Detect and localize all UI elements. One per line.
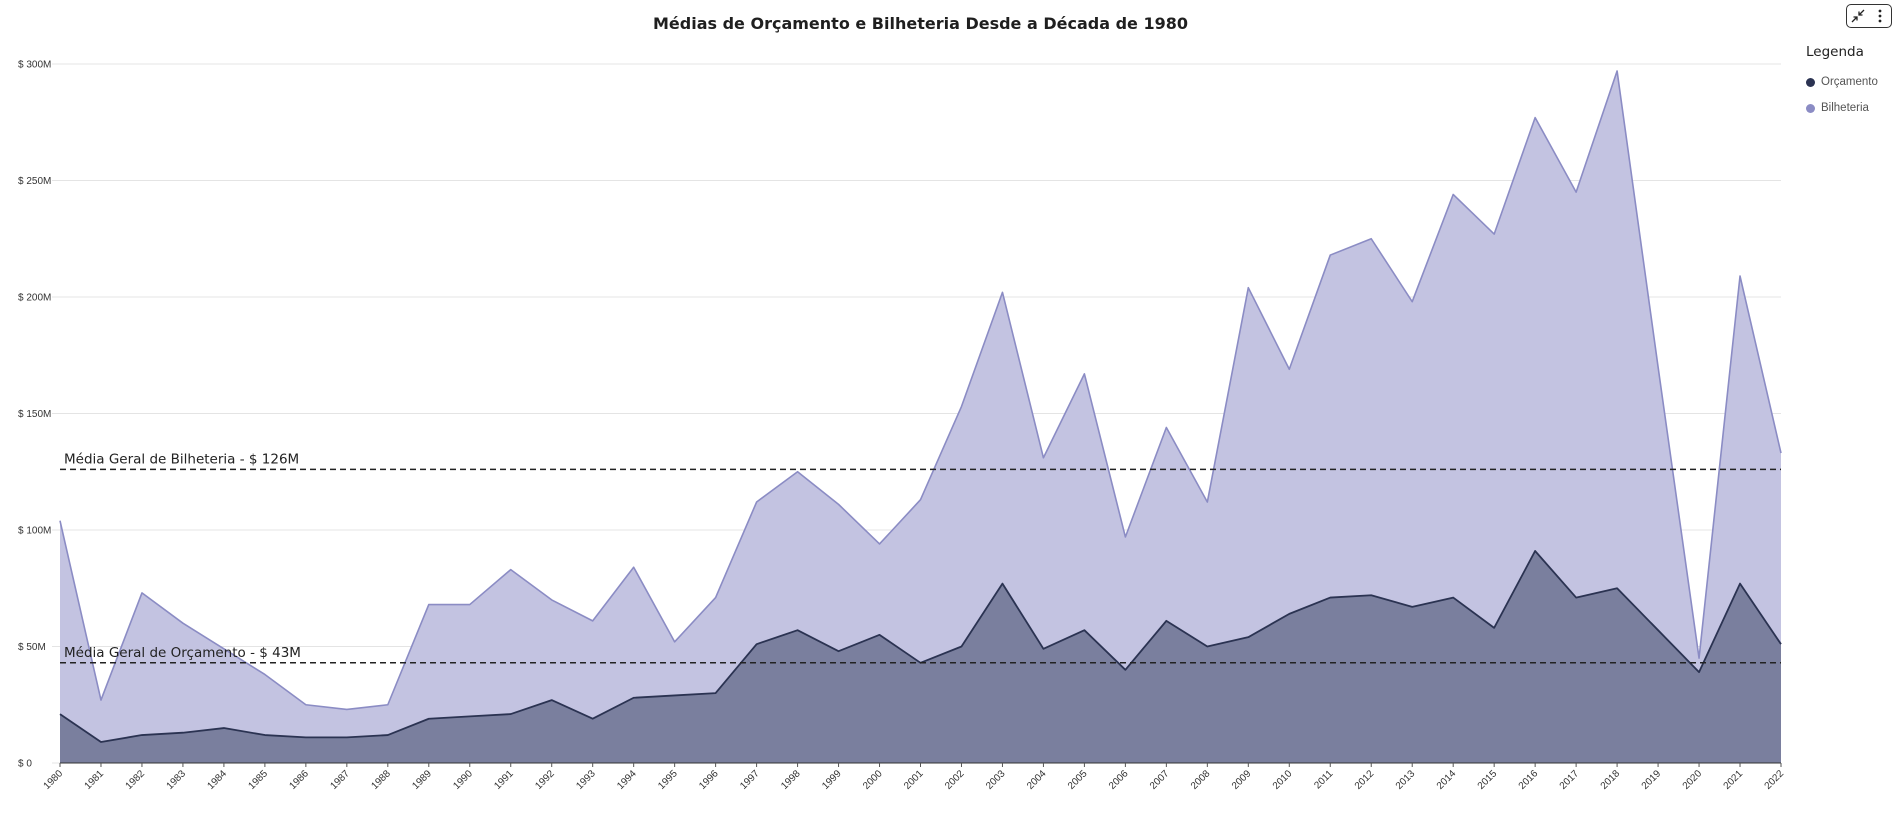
y-tick-label: $ 0 — [18, 759, 32, 770]
x-tick-label: 2004 — [1025, 768, 1049, 792]
x-tick-label: 1994 — [615, 768, 639, 792]
legend-item-bilheteria[interactable]: Bilheteria — [1806, 100, 1901, 116]
x-tick-label: 1998 — [779, 768, 803, 792]
y-tick-label: $ 300M — [18, 60, 51, 71]
x-tick-label: 1988 — [369, 768, 393, 792]
x-tick-label: 1986 — [287, 768, 311, 792]
collapse-icon[interactable] — [1849, 7, 1867, 25]
y-tick-label: $ 200M — [18, 293, 51, 304]
x-tick-label: 1982 — [124, 768, 148, 792]
x-tick-label: 2003 — [984, 768, 1008, 792]
x-tick-label: 2010 — [1271, 768, 1295, 792]
x-tick-label: 1992 — [533, 768, 557, 792]
x-tick-label: 2015 — [1476, 768, 1500, 792]
x-tick-label: 2013 — [1394, 768, 1418, 792]
legend-label-orcamento: Orçamento — [1821, 76, 1878, 88]
x-tick-label: 1996 — [697, 768, 721, 792]
y-tick-label: $ 100M — [18, 526, 51, 537]
x-tick-label: 2002 — [943, 768, 967, 792]
x-tick-label: 1981 — [83, 768, 107, 792]
y-tick-label: $ 150M — [18, 409, 51, 420]
x-tick-label: 2020 — [1681, 768, 1705, 792]
y-tick-label: $ 50M — [18, 642, 46, 653]
x-tick-label: 1980 — [42, 768, 66, 792]
legend-swatch-bilheteria — [1806, 103, 1815, 113]
chart-toolbar — [1846, 4, 1892, 28]
x-tick-label: 2014 — [1435, 768, 1459, 792]
legend-title: Legenda — [1806, 44, 1864, 60]
line-bilheteria — [59, 70, 1782, 711]
x-tick-label: 1999 — [820, 768, 844, 792]
x-tick-label: 2008 — [1189, 768, 1213, 792]
x-tick-label: 1993 — [574, 768, 598, 792]
y-tick-label: $ 250M — [18, 176, 51, 187]
more-vertical-icon[interactable] — [1871, 7, 1889, 25]
series-areas — [59, 70, 1782, 764]
x-tick-label: 1990 — [451, 768, 475, 792]
x-tick-label: 1989 — [410, 768, 434, 792]
x-tick-label: 2000 — [861, 768, 885, 792]
x-tick-label: 2017 — [1558, 768, 1582, 792]
y-axis-ticks: $ 0 $ 50M $ 100M $ 150M $ 200M $ 250M $ 300M — [18, 60, 51, 770]
x-tick-label: 2006 — [1107, 768, 1131, 792]
x-tick-label: 1991 — [492, 768, 516, 792]
reference-line-label: Média Geral de Bilheteria - $ 126M — [64, 451, 299, 467]
x-axis-ticks: 1980 1981 1982 1983 1984 1985 1986 1987 1988 1989… — [42, 763, 1787, 792]
x-tick-label: 2009 — [1230, 768, 1254, 792]
x-tick-label: 2011 — [1312, 768, 1335, 791]
x-tick-label: 2007 — [1148, 768, 1172, 792]
x-tick-label: 2005 — [1066, 768, 1090, 792]
x-tick-label: 1985 — [246, 768, 270, 792]
x-tick-label: 1995 — [656, 768, 680, 792]
chart-title: Médias de Orçamento e Bilheteria Desde a… — [653, 14, 1188, 33]
x-tick-label: 2019 — [1640, 768, 1664, 792]
chart-legend: Legenda Orçamento Bilheteria — [1806, 44, 1901, 126]
reference-lines: Média Geral de Bilheteria - $ 126M Média … — [60, 451, 1781, 664]
x-tick-label: 2016 — [1517, 768, 1541, 792]
x-tick-label: 1983 — [165, 768, 189, 792]
legend-label-bilheteria: Bilheteria — [1821, 102, 1869, 114]
x-tick-label: 1997 — [738, 768, 762, 792]
legend-item-orcamento[interactable]: Orçamento — [1806, 74, 1901, 90]
area-orcamento[interactable] — [60, 550, 1781, 763]
x-tick-label: 2001 — [902, 768, 926, 792]
x-tick-label: 2021 — [1722, 768, 1746, 792]
area-bilheteria[interactable] — [60, 70, 1781, 764]
x-tick-label: 2012 — [1353, 768, 1377, 792]
legend-swatch-orcamento — [1806, 77, 1815, 87]
x-tick-label: 2022 — [1763, 768, 1787, 792]
x-tick-label: 1987 — [328, 768, 352, 792]
x-tick-label: 1984 — [206, 768, 230, 792]
reference-line-label: Média Geral de Orçamento - $ 43M — [64, 645, 301, 661]
x-tick-label: 2018 — [1599, 768, 1623, 792]
